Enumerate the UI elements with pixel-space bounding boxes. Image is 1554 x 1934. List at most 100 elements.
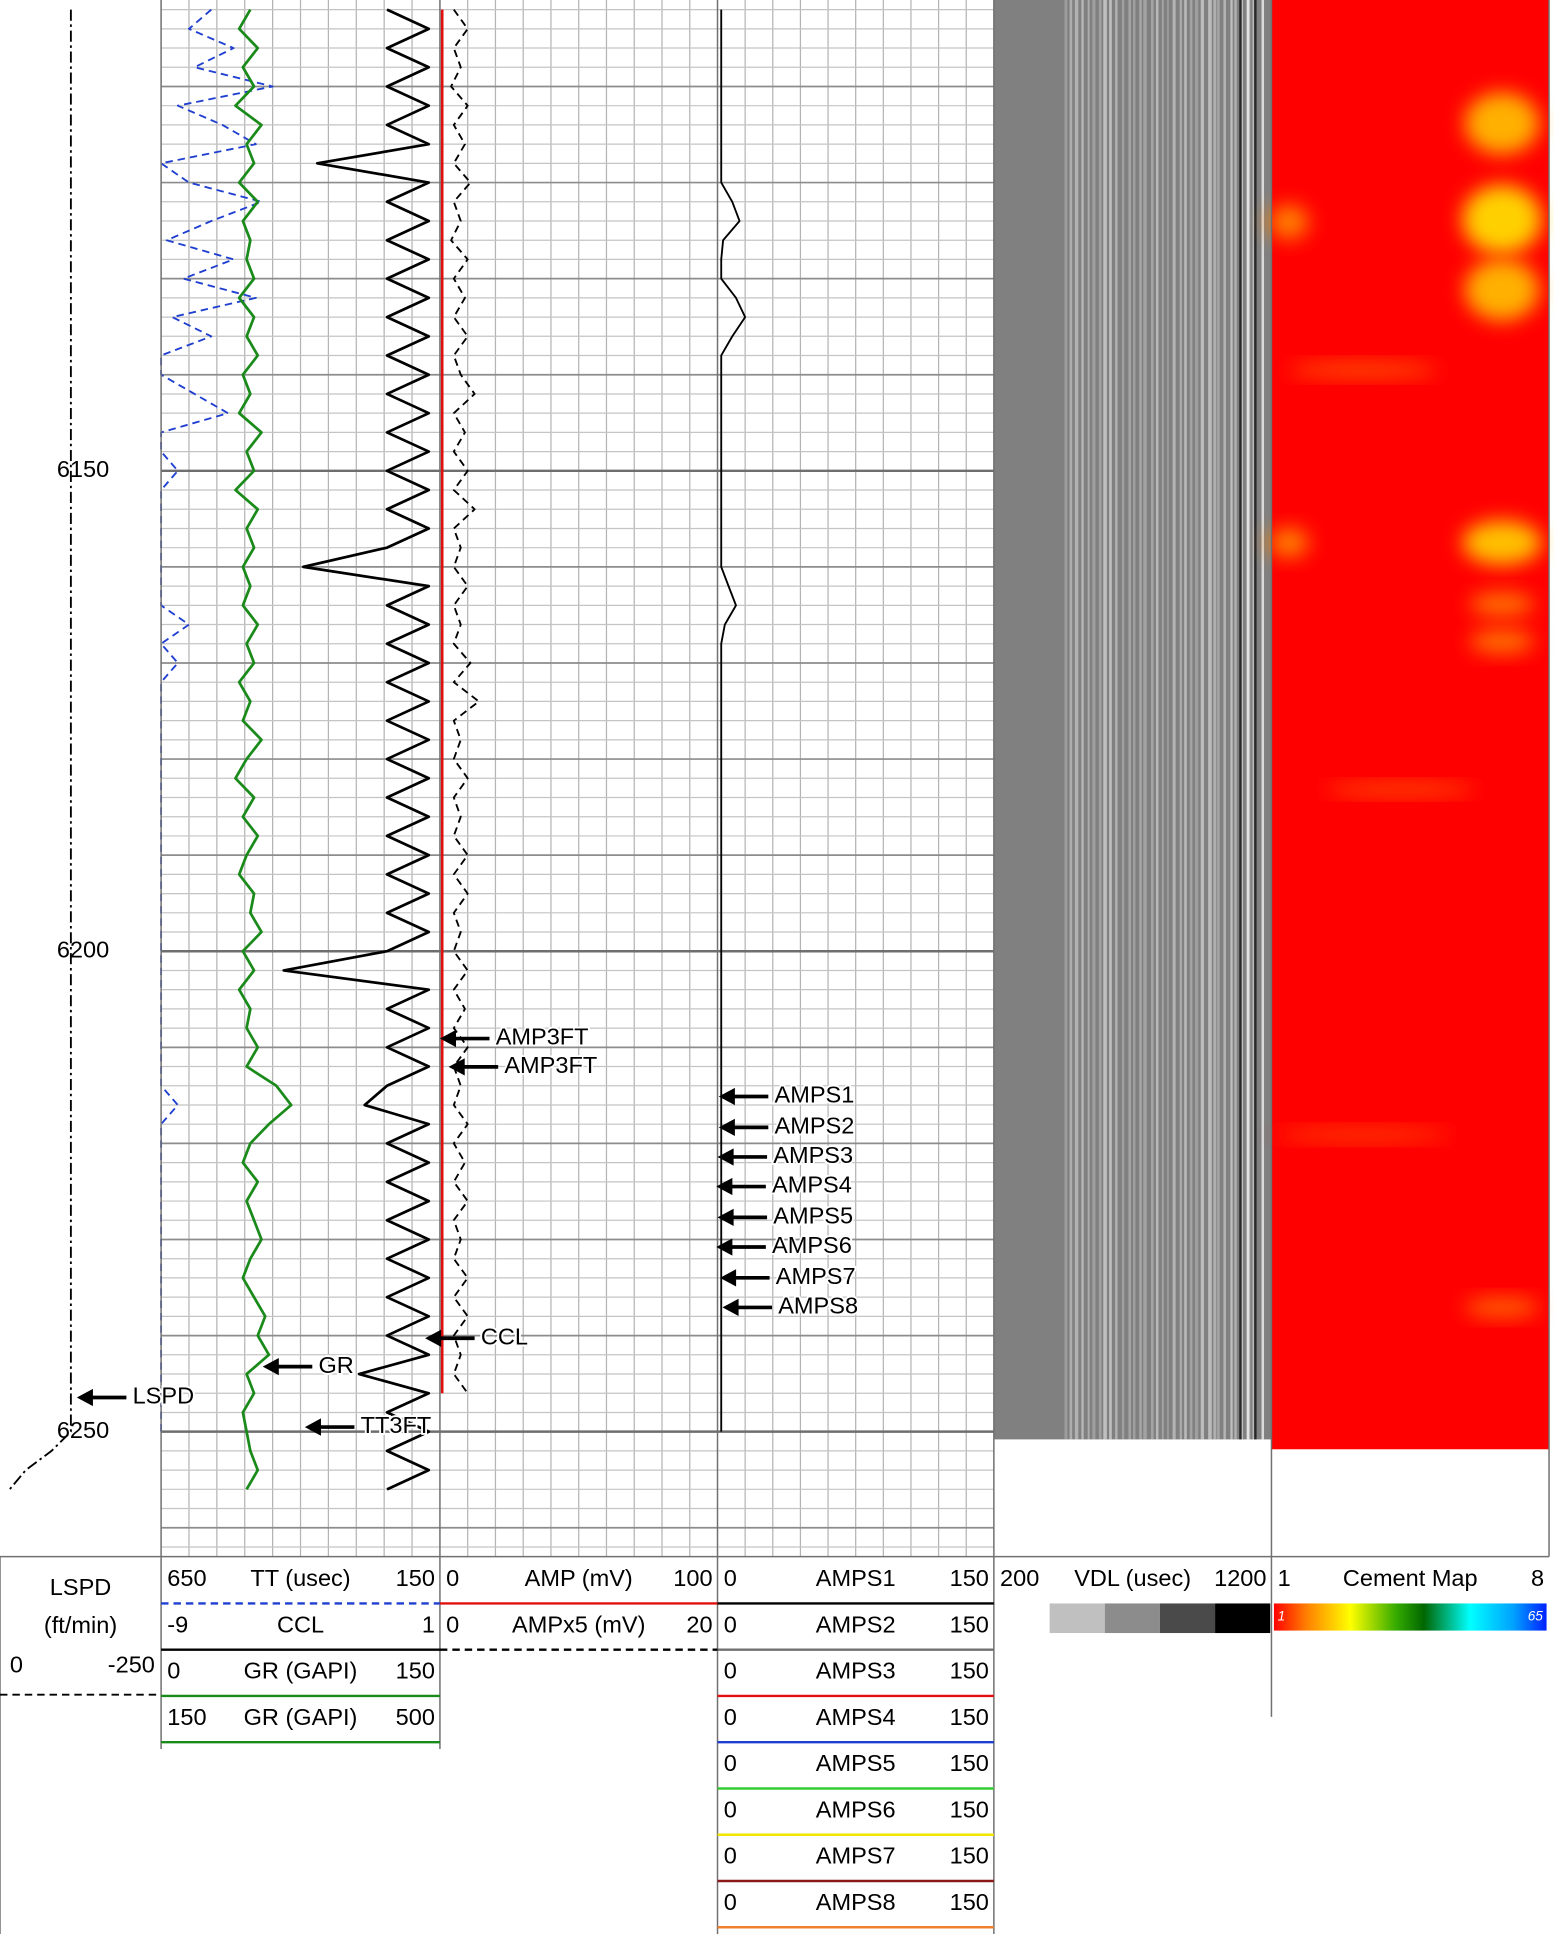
vdl-stripe bbox=[1081, 0, 1084, 1440]
vdl-stripe bbox=[1143, 0, 1147, 1440]
vdl-stripe bbox=[1109, 0, 1112, 1440]
cement-blob bbox=[1268, 527, 1309, 558]
header-right-scale: 500 bbox=[396, 1704, 435, 1730]
annotation-arrow-head bbox=[718, 1118, 735, 1136]
vdl-stripe bbox=[1234, 0, 1237, 1440]
header-right-scale: 1 bbox=[422, 1612, 435, 1638]
header-curve-name: AMPS3 bbox=[816, 1658, 896, 1684]
vdl-stripe bbox=[1115, 0, 1118, 1440]
vdl-stripe bbox=[1261, 0, 1265, 1440]
vdl-stripe bbox=[1139, 0, 1142, 1440]
depth-label: 6200 bbox=[57, 936, 109, 962]
annotation-arrow-head bbox=[304, 1418, 321, 1436]
header-left-scale: 150 bbox=[167, 1704, 206, 1730]
cement-blob bbox=[1469, 592, 1535, 617]
header-left-scale: 0 bbox=[724, 1658, 737, 1684]
vdl-stripe bbox=[1064, 0, 1068, 1440]
log-curve bbox=[8, 9, 72, 1490]
header-right-scale: 150 bbox=[950, 1612, 989, 1638]
log-curve bbox=[234, 8, 293, 1491]
vdl-stripe bbox=[1230, 0, 1233, 1440]
header-curve-name: AMPS1 bbox=[816, 1565, 896, 1591]
vdl-stripe bbox=[1252, 0, 1255, 1440]
cement-blob bbox=[1464, 1297, 1540, 1318]
header-left-scale: 200 bbox=[1000, 1565, 1039, 1591]
header-curve-name: AMPS5 bbox=[816, 1750, 896, 1776]
cement-blob bbox=[1276, 1128, 1450, 1141]
header-right-scale: 150 bbox=[396, 1658, 435, 1684]
header-curve-name: AMPS8 bbox=[816, 1889, 896, 1915]
header-left-scale: 0 bbox=[10, 1652, 23, 1678]
header-left-scale: 0 bbox=[724, 1565, 737, 1591]
header-right-scale: 150 bbox=[396, 1565, 435, 1591]
vdl-stripe bbox=[1208, 0, 1212, 1440]
header-left-scale: 0 bbox=[724, 1750, 737, 1776]
vdl-stripe bbox=[1194, 0, 1199, 1440]
header-curve-name: LSPD bbox=[50, 1574, 112, 1600]
annotation-label: AMPS6 bbox=[772, 1232, 852, 1258]
annotation-label: AMPS1 bbox=[775, 1082, 855, 1108]
cement-blob bbox=[1325, 783, 1475, 796]
header-right-scale: 150 bbox=[950, 1704, 989, 1730]
header-curve-name: GR (GAPI) bbox=[244, 1704, 358, 1730]
vdl-stripe bbox=[1213, 0, 1217, 1440]
vdl-stripe bbox=[1069, 0, 1073, 1440]
header-right-scale: 150 bbox=[950, 1843, 989, 1869]
vdl-stripe bbox=[1074, 0, 1079, 1440]
header-right-scale: 1200 bbox=[1214, 1565, 1266, 1591]
header-curve-name: TT (usec) bbox=[250, 1565, 350, 1591]
header-left-scale: 0 bbox=[167, 1658, 180, 1684]
vdl-stripe bbox=[1239, 0, 1242, 1440]
header-curve-name: AMPS6 bbox=[816, 1797, 896, 1823]
header-curve-name: GR (GAPI) bbox=[244, 1658, 358, 1684]
header-left-scale: 0 bbox=[724, 1843, 737, 1869]
vdl-stripe bbox=[1166, 0, 1169, 1440]
annotation-arrow-head bbox=[716, 1177, 733, 1196]
vdl-stripe bbox=[1200, 0, 1204, 1440]
vdl-stripe bbox=[1155, 0, 1159, 1440]
annotation-label: TT3FT bbox=[361, 1412, 432, 1438]
annotation-arrow-head bbox=[76, 1388, 93, 1407]
annotation-arrow-head bbox=[262, 1357, 279, 1376]
vdl-stripe bbox=[1184, 0, 1187, 1440]
header-right-scale: 150 bbox=[950, 1565, 989, 1591]
vdl-stripe bbox=[1179, 0, 1183, 1440]
header-right-scale: 100 bbox=[673, 1565, 712, 1591]
header-curve-name: AMPS2 bbox=[816, 1612, 896, 1638]
vdl-stripe bbox=[1161, 0, 1164, 1440]
cement-blob bbox=[1464, 259, 1540, 321]
header-curve-name: AMP (mV) bbox=[525, 1565, 633, 1591]
annotation-arrow-head bbox=[716, 1238, 733, 1256]
annotation-arrow-head bbox=[717, 1148, 734, 1166]
vdl-stripe bbox=[1133, 0, 1136, 1440]
colorbar bbox=[1273, 1603, 1547, 1631]
vdl-stripe bbox=[1241, 0, 1243, 1440]
annotation-label: AMPS7 bbox=[776, 1263, 856, 1289]
depth-label: 6150 bbox=[57, 456, 109, 482]
header-curve-name: CCL bbox=[277, 1612, 324, 1638]
header-left-scale: 650 bbox=[167, 1565, 206, 1591]
vdl-stripe bbox=[1189, 0, 1193, 1440]
header-right-scale: 20 bbox=[686, 1612, 712, 1638]
header-right-scale: 150 bbox=[950, 1750, 989, 1776]
vdl-scale-swatch bbox=[1159, 1603, 1216, 1634]
vdl-stripe bbox=[1098, 0, 1102, 1440]
header-right-scale: 150 bbox=[950, 1889, 989, 1915]
vdl-scale-swatch bbox=[1049, 1603, 1105, 1634]
depth-label: 6250 bbox=[57, 1417, 109, 1443]
header-curve-name: VDL (usec) bbox=[1074, 1565, 1191, 1591]
annotation-arrow-head bbox=[722, 1298, 739, 1317]
cement-blob bbox=[1469, 629, 1535, 654]
cement-blob bbox=[1464, 92, 1540, 155]
annotation-arrow-head bbox=[719, 1269, 737, 1287]
annotation-label: GR bbox=[318, 1352, 353, 1378]
annotation-label: AMPS2 bbox=[775, 1113, 855, 1139]
annotation-label: AMPS8 bbox=[778, 1293, 858, 1319]
vdl-stripe bbox=[1128, 0, 1132, 1440]
header-curve-name: AMPx5 (mV) bbox=[512, 1612, 645, 1638]
vdl-scale-swatch bbox=[1215, 1603, 1271, 1634]
log-curve bbox=[282, 8, 431, 1491]
